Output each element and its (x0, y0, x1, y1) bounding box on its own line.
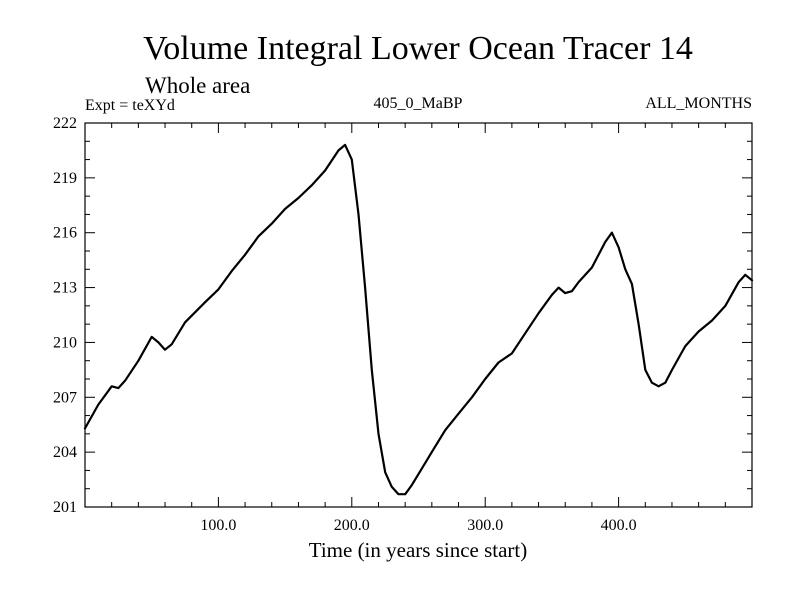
y-tick-label: 204 (53, 444, 77, 461)
plot-frame (84, 122, 753, 508)
x-tick-label: 300.0 (467, 517, 503, 534)
chart-subtitle: Whole area (145, 73, 250, 98)
period-label: 405_0_MaBP (374, 95, 463, 112)
y-tick-label: 210 (53, 334, 77, 351)
y-tick-label: 219 (53, 170, 77, 187)
series-line (83, 143, 754, 496)
y-tick-label: 201 (53, 499, 77, 516)
x-tick-label: 200.0 (334, 517, 370, 534)
y-tick-label: 207 (53, 389, 77, 406)
x-axis-label: Time (in years since start) (309, 538, 528, 562)
y-tick-label: 216 (53, 225, 77, 242)
y-tick-label: 222 (53, 115, 77, 132)
expt-label: Expt = teXYd (85, 97, 175, 114)
y-tick-label: 213 (53, 280, 77, 297)
x-tick-label: 100.0 (200, 517, 236, 534)
months-label: ALL_MONTHS (645, 95, 752, 112)
chart-title: Volume Integral Lower Ocean Tracer 14 (143, 30, 693, 67)
x-tick-label: 400.0 (601, 517, 637, 534)
